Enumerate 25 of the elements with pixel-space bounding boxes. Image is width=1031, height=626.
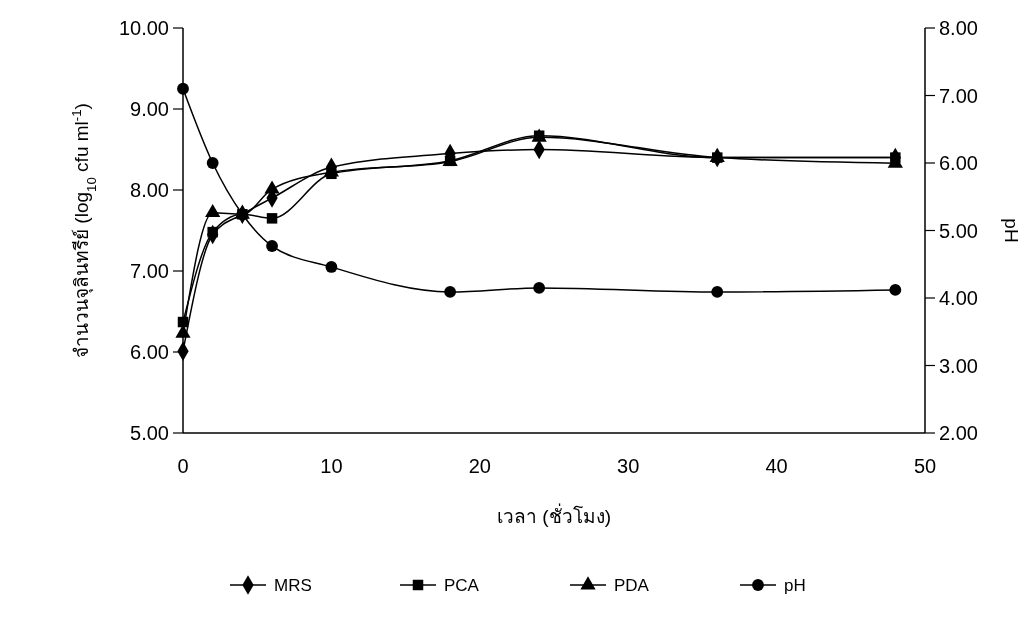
y2-axis-title: pH xyxy=(1001,218,1022,243)
x-tick-label: 40 xyxy=(765,455,788,477)
x-tick-label: 0 xyxy=(177,455,189,477)
legend-label: pH xyxy=(784,576,806,595)
x-tick-label: 30 xyxy=(617,455,640,477)
x-axis-title: เวลา (ชั่วโมง) xyxy=(497,503,611,527)
x-tick-label: 20 xyxy=(468,455,491,477)
y-tick-label: 8.00 xyxy=(130,179,169,201)
y2-tick-label: 2.00 xyxy=(939,422,978,444)
y2-tick-label: 7.00 xyxy=(939,84,978,107)
y-tick-label: 9.00 xyxy=(130,98,169,120)
y2-tick-label: 4.00 xyxy=(939,287,978,309)
legend-label: MRS xyxy=(274,576,312,595)
y2-tick-label: 5.00 xyxy=(939,219,978,242)
legend-label: PCA xyxy=(444,576,480,595)
x-tick-label: 50 xyxy=(913,455,937,477)
y2-tick-label: 6.00 xyxy=(939,152,978,174)
y-tick-label: 6.00 xyxy=(130,341,169,363)
y2-tick-label: 3.00 xyxy=(939,354,978,377)
y-tick-label: 5.00 xyxy=(130,422,169,444)
legend-label: PDA xyxy=(614,576,650,595)
x-tick-label: 10 xyxy=(320,455,343,477)
y-tick-label: 10.00 xyxy=(118,17,169,39)
y-tick-label: 7.00 xyxy=(130,260,169,282)
y2-tick-label: 8.00 xyxy=(939,17,978,39)
